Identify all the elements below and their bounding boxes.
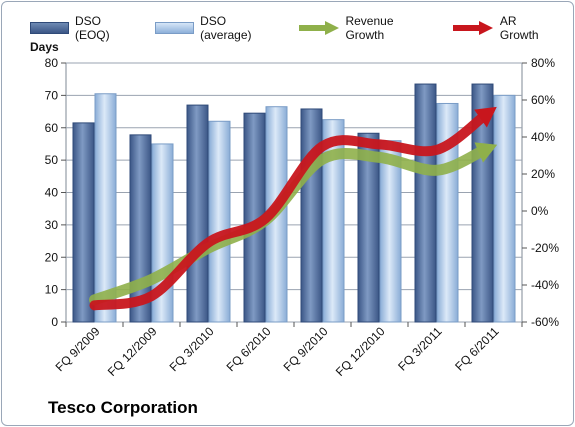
y-tick-label: 40 xyxy=(45,186,59,200)
legend-arrow-revenue-icon xyxy=(298,21,339,35)
bar-dso-eoq xyxy=(129,134,152,323)
bar-dso-eoq xyxy=(414,83,437,323)
legend-label-revenue: Revenue Growth xyxy=(345,14,394,42)
bar-dso-average xyxy=(436,102,459,323)
legend-item-eoq: DSO (EOQ) xyxy=(30,14,137,42)
bar-dso-eoq xyxy=(300,108,323,323)
legend-label-eoq: DSO (EOQ) xyxy=(74,14,110,42)
y2-tick-label: 0% xyxy=(531,204,549,218)
legend-item-revenue: Revenue Growth xyxy=(297,14,433,42)
ar-growth-arrowhead xyxy=(474,106,497,128)
x-tick-label: FQ 6/2010 xyxy=(224,324,274,374)
bar-dso-average xyxy=(379,140,402,323)
y2-tick-label: 80% xyxy=(531,56,555,70)
legend-item-avg: DSO (average) xyxy=(155,14,278,42)
ar-growth-line xyxy=(89,110,490,311)
x-tick-label: FQ 3/2011 xyxy=(395,324,445,374)
y-tick-label: 80 xyxy=(45,56,59,70)
bar-dso-eoq xyxy=(186,104,209,323)
y-axis-title: Days xyxy=(30,40,59,54)
y-tick-label: 70 xyxy=(45,88,59,102)
legend-swatch-eoq xyxy=(30,22,69,34)
y-tick-label: 30 xyxy=(45,218,59,232)
legend-label-avg: DSO (average) xyxy=(200,14,252,42)
y-tick-label: 0 xyxy=(51,315,58,329)
y2-tick-label: -20% xyxy=(531,241,559,255)
bar-dso-eoq xyxy=(357,132,380,323)
y2-tick-label: -60% xyxy=(531,315,559,329)
revenue-growth-arrowhead xyxy=(474,142,498,163)
y2-tick-label: 40% xyxy=(531,130,555,144)
bar-dso-average xyxy=(322,119,345,323)
bar-dso-eoq xyxy=(72,122,95,323)
legend-item-ar: AR Growth xyxy=(451,14,557,42)
bar-dso-average xyxy=(493,94,516,323)
x-tick-label: FQ 6/2011 xyxy=(452,324,502,374)
bar-dso-average xyxy=(208,120,231,323)
y2-tick-label: 20% xyxy=(531,167,555,181)
y-tick-label: 10 xyxy=(45,283,59,297)
y-tick-label: 60 xyxy=(45,121,59,135)
x-tick-label: FQ 9/2009 xyxy=(53,324,103,374)
y-tick-label: 20 xyxy=(45,250,59,264)
legend-arrow-ar-icon xyxy=(453,21,494,35)
x-tick-label: FQ 12/2009 xyxy=(105,324,160,379)
x-tick-label: FQ 12/2010 xyxy=(333,324,388,379)
x-tick-label: FQ 3/2010 xyxy=(167,324,217,374)
x-tick-label: FQ 9/2010 xyxy=(281,324,331,374)
y2-tick-label: -40% xyxy=(531,278,559,292)
legend-label-ar: AR Growth xyxy=(499,14,539,42)
chart-legend: DSO (EOQ) DSO (average) Revenue Growth A… xyxy=(30,14,575,42)
company-title: Tesco Corporation xyxy=(48,398,198,417)
legend-swatch-avg xyxy=(155,22,195,34)
y-tick-label: 50 xyxy=(45,153,59,167)
bar-dso-average xyxy=(94,93,117,323)
y2-tick-label: 60% xyxy=(531,93,555,107)
